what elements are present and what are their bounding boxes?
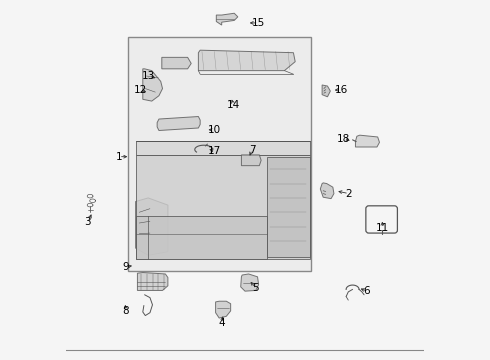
Text: 14: 14	[227, 100, 240, 110]
Text: 12: 12	[134, 85, 147, 95]
Polygon shape	[143, 69, 163, 101]
Text: 8: 8	[122, 306, 129, 316]
Text: 15: 15	[252, 18, 265, 28]
Text: 4: 4	[219, 319, 225, 328]
Polygon shape	[137, 273, 168, 291]
Text: 16: 16	[335, 85, 348, 95]
Polygon shape	[241, 274, 259, 291]
Text: 1: 1	[116, 152, 122, 162]
Polygon shape	[320, 183, 334, 199]
Polygon shape	[216, 13, 238, 25]
Polygon shape	[322, 85, 330, 97]
Polygon shape	[267, 157, 310, 257]
Polygon shape	[242, 155, 261, 166]
Text: 7: 7	[249, 144, 255, 154]
Text: 10: 10	[208, 125, 221, 135]
Polygon shape	[157, 117, 200, 131]
Text: 13: 13	[142, 71, 155, 81]
Polygon shape	[136, 198, 168, 255]
Bar	[128, 37, 311, 271]
Polygon shape	[198, 50, 295, 71]
Text: 6: 6	[364, 286, 370, 296]
Text: 9: 9	[122, 262, 129, 272]
Polygon shape	[136, 155, 310, 259]
Text: 3: 3	[85, 217, 91, 227]
Polygon shape	[136, 140, 310, 155]
Text: 17: 17	[208, 145, 221, 156]
Text: 11: 11	[376, 224, 389, 233]
Polygon shape	[162, 57, 191, 69]
Text: 18: 18	[337, 134, 350, 144]
Polygon shape	[136, 216, 267, 259]
Text: 5: 5	[252, 283, 259, 293]
Polygon shape	[355, 135, 379, 147]
Polygon shape	[216, 301, 231, 318]
Text: 2: 2	[345, 189, 352, 199]
